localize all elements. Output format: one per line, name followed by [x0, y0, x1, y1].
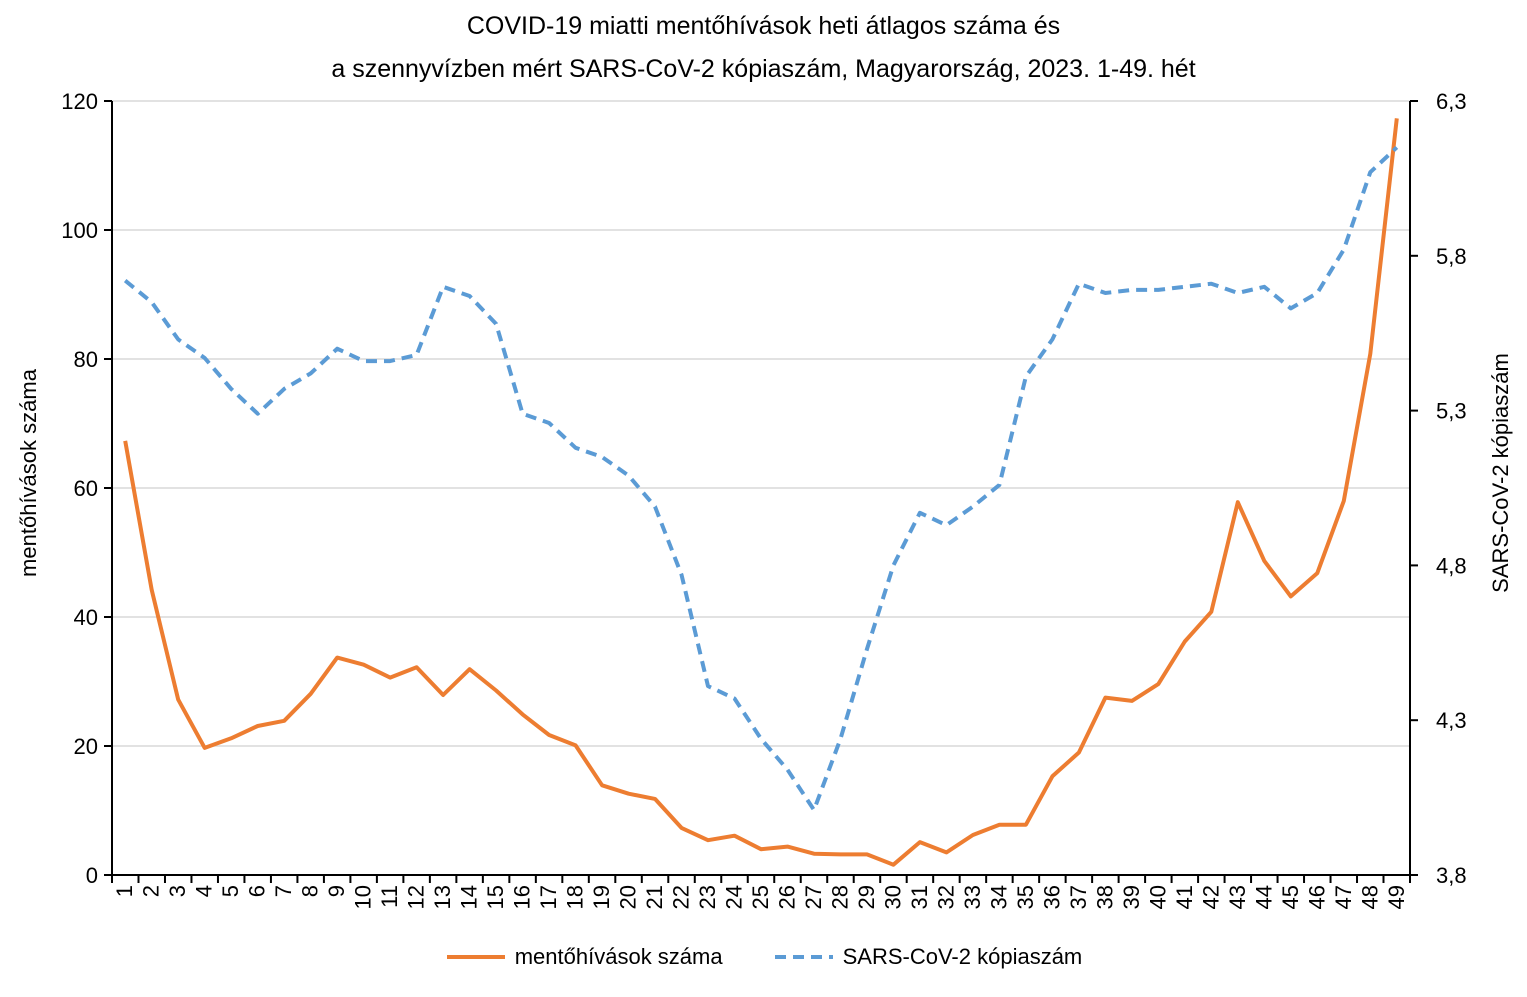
x-tick-label-6: 6: [245, 885, 270, 897]
series-line-2: [123, 145, 1399, 812]
x-tick-label-12: 12: [404, 885, 429, 909]
x-tick-label-25: 25: [748, 885, 773, 909]
x-tick-label-10: 10: [351, 885, 376, 909]
x-tick-label-2: 2: [139, 885, 164, 897]
x-tick-label-14: 14: [457, 885, 482, 909]
x-tick-label-46: 46: [1304, 885, 1329, 909]
x-tick-label-43: 43: [1225, 885, 1250, 909]
x-tick-label-28: 28: [827, 885, 852, 909]
y-axis-right-title: SARS-CoV-2 kópiaszám: [1488, 353, 1513, 593]
x-tick-label-3: 3: [165, 885, 190, 897]
y-right-tick-label-0: 3,8: [1436, 863, 1467, 888]
x-tick-label-26: 26: [774, 885, 799, 909]
x-tick-label-24: 24: [722, 885, 747, 909]
y-left-tick-label-2: 40: [74, 605, 98, 630]
y-left-tick-label-0: 0: [86, 863, 98, 888]
x-tick-label-23: 23: [695, 885, 720, 909]
x-tick-label-20: 20: [616, 885, 641, 909]
y-right-tick-label-5: 6,3: [1436, 89, 1467, 114]
y-right-tick-label-1: 4,3: [1436, 708, 1467, 733]
x-tick-label-27: 27: [801, 885, 826, 909]
x-tick-label-40: 40: [1145, 885, 1170, 909]
y-right-tick-label-3: 5,3: [1436, 399, 1467, 424]
legend-label-series-1: mentőhívások száma: [514, 944, 723, 969]
y-right-tick-label-4: 5,8: [1436, 244, 1467, 269]
x-tick-label-34: 34: [986, 885, 1011, 909]
x-tick-label-39: 39: [1119, 885, 1144, 909]
x-tick-label-16: 16: [510, 885, 535, 909]
chart-title-line-2: a szennyvízben mért SARS-CoV-2 kópiaszám…: [331, 55, 1196, 83]
x-tick-label-49: 49: [1384, 885, 1409, 909]
chart-title-line-1: COVID-19 miatti mentőhívások heti átlago…: [466, 12, 1061, 40]
x-tick-label-8: 8: [298, 885, 323, 897]
legend-label-series-2: SARS-CoV-2 kópiaszám: [842, 944, 1083, 969]
x-tick-label-30: 30: [880, 885, 905, 909]
x-tick-label-47: 47: [1331, 885, 1356, 909]
legend-swatch-series-1: [446, 955, 505, 959]
y-left-tick-label-1: 20: [74, 734, 98, 759]
x-tick-label-5: 5: [218, 885, 243, 897]
legend-item-series-2: SARS-CoV-2 kópiaszám: [773, 944, 1083, 970]
x-tick-label-42: 42: [1198, 885, 1223, 909]
x-tick-label-37: 37: [1066, 885, 1091, 909]
x-tick-label-17: 17: [536, 885, 561, 909]
x-tick-label-32: 32: [933, 885, 958, 909]
x-tick-label-21: 21: [642, 885, 667, 909]
y-axis-left-title: mentőhívások száma: [16, 369, 41, 577]
x-tick-label-13: 13: [430, 885, 455, 909]
x-tick-label-31: 31: [907, 885, 932, 909]
x-tick-label-18: 18: [563, 885, 588, 909]
y-left-tick-label-4: 80: [74, 347, 98, 372]
legend: mentőhívások száma SARS-CoV-2 kópiaszám: [0, 944, 1527, 970]
x-tick-label-38: 38: [1092, 885, 1117, 909]
x-tick-label-45: 45: [1278, 885, 1303, 909]
x-tick-label-11: 11: [377, 885, 402, 908]
x-tick-label-48: 48: [1357, 885, 1382, 909]
x-tick-label-1: 1: [112, 885, 137, 897]
y-left-tick-label-6: 120: [61, 89, 98, 114]
x-tick-label-7: 7: [271, 885, 296, 897]
x-tick-label-22: 22: [669, 885, 694, 909]
x-tick-label-35: 35: [1013, 885, 1038, 909]
x-tick-label-41: 41: [1172, 885, 1197, 909]
x-tick-label-29: 29: [854, 885, 879, 909]
x-tick-label-19: 19: [589, 885, 614, 909]
y-left-tick-label-5: 100: [61, 218, 98, 243]
x-tick-label-4: 4: [192, 885, 217, 897]
legend-swatch-series-2: [774, 955, 833, 959]
x-tick-label-36: 36: [1039, 885, 1064, 909]
y-left-tick-label-3: 60: [74, 476, 98, 501]
x-tick-label-9: 9: [324, 885, 349, 897]
x-tick-label-15: 15: [483, 885, 508, 909]
legend-item-series-1: mentőhívások száma: [445, 944, 723, 970]
x-tick-label-33: 33: [960, 885, 985, 909]
y-right-tick-label-2: 4,8: [1436, 553, 1467, 578]
x-tick-label-44: 44: [1251, 885, 1276, 909]
